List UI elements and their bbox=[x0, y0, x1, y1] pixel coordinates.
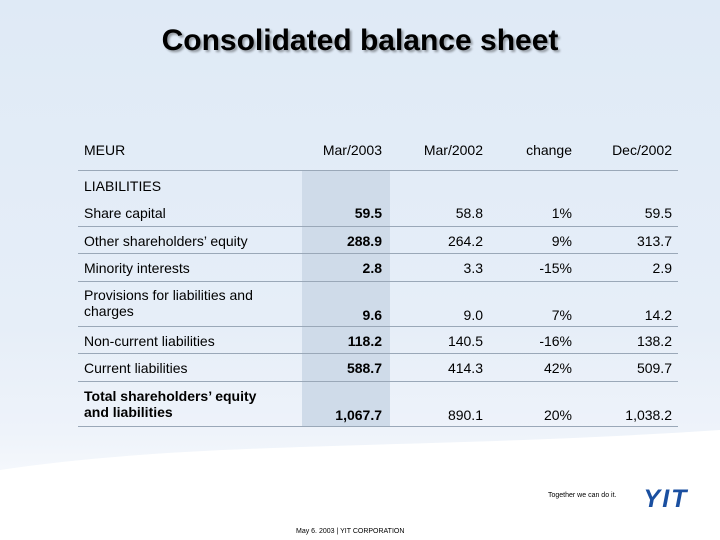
cell-mar2002: 264.2 bbox=[447, 233, 483, 249]
cell-mar2002: 58.8 bbox=[455, 205, 483, 221]
cell-change: 42% bbox=[543, 360, 572, 376]
cell-mar2003: 288.9 bbox=[346, 233, 382, 249]
cell-change: -15% bbox=[539, 260, 572, 276]
cell-mar2002: 890.1 bbox=[447, 407, 483, 423]
cell-dec2002: 509.7 bbox=[636, 360, 672, 376]
cell-mar2002: 140.5 bbox=[447, 333, 483, 349]
cell-mar2003: 1,067.7 bbox=[335, 407, 382, 423]
row-label: Provisions for liabilities and charges bbox=[84, 287, 253, 319]
row-divider bbox=[78, 381, 678, 382]
cell-change: 1% bbox=[551, 205, 572, 221]
svg-text:YIT: YIT bbox=[644, 486, 690, 510]
wave-decoration bbox=[0, 430, 720, 540]
row-label: Current liabilities bbox=[84, 360, 188, 376]
cell-mar2003: 59.5 bbox=[354, 205, 382, 221]
header-meur: MEUR bbox=[84, 142, 126, 158]
cell-mar2003: 9.6 bbox=[362, 307, 382, 323]
row-label: Other shareholders’ equity bbox=[84, 233, 248, 249]
row-divider bbox=[78, 353, 678, 354]
cell-dec2002: 138.2 bbox=[636, 333, 672, 349]
row-divider bbox=[78, 253, 678, 254]
header-mar2003: Mar/2003 bbox=[322, 142, 382, 158]
cell-dec2002: 1,038.2 bbox=[625, 407, 672, 423]
row-divider bbox=[78, 226, 678, 227]
cell-mar2002: 414.3 bbox=[447, 360, 483, 376]
cell-mar2002: 3.3 bbox=[463, 260, 483, 276]
row-label-total: Total shareholders’ equity and liabiliti… bbox=[84, 388, 257, 420]
cell-change: -16% bbox=[539, 333, 572, 349]
row-label: Share capital bbox=[84, 205, 166, 221]
cell-change: 7% bbox=[551, 307, 572, 323]
row-label: Non-current liabilities bbox=[84, 333, 215, 349]
row-label: Minority interests bbox=[84, 260, 190, 276]
row-divider bbox=[78, 326, 678, 327]
yit-logo: YIT bbox=[644, 486, 690, 510]
section-label: LIABILITIES bbox=[84, 178, 162, 194]
footer-date-corporation: May 6. 2003 | YIT CORPORATION bbox=[296, 528, 405, 535]
cell-mar2003: 118.2 bbox=[347, 333, 382, 349]
page-title: Consolidated balance sheet bbox=[161, 24, 559, 57]
header-divider bbox=[78, 170, 678, 171]
cell-mar2003: 588.7 bbox=[346, 360, 382, 376]
cell-dec2002: 2.9 bbox=[652, 260, 672, 276]
cell-change: 20% bbox=[543, 407, 572, 423]
slogan: Together we can do it. bbox=[548, 492, 617, 499]
cell-dec2002: 313.7 bbox=[636, 233, 672, 249]
cell-mar2002: 9.0 bbox=[463, 307, 483, 323]
cell-dec2002: 14.2 bbox=[644, 307, 672, 323]
header-change: change bbox=[526, 142, 572, 158]
current-period-column-highlight bbox=[302, 170, 390, 426]
header-mar2002: Mar/2002 bbox=[423, 142, 483, 158]
row-divider bbox=[78, 281, 678, 282]
cell-mar2003: 2.8 bbox=[362, 260, 382, 276]
cell-dec2002: 59.5 bbox=[644, 205, 672, 221]
cell-change: 9% bbox=[551, 233, 572, 249]
header-dec2002: Dec/2002 bbox=[612, 142, 672, 158]
table-bottom-divider bbox=[78, 426, 678, 427]
